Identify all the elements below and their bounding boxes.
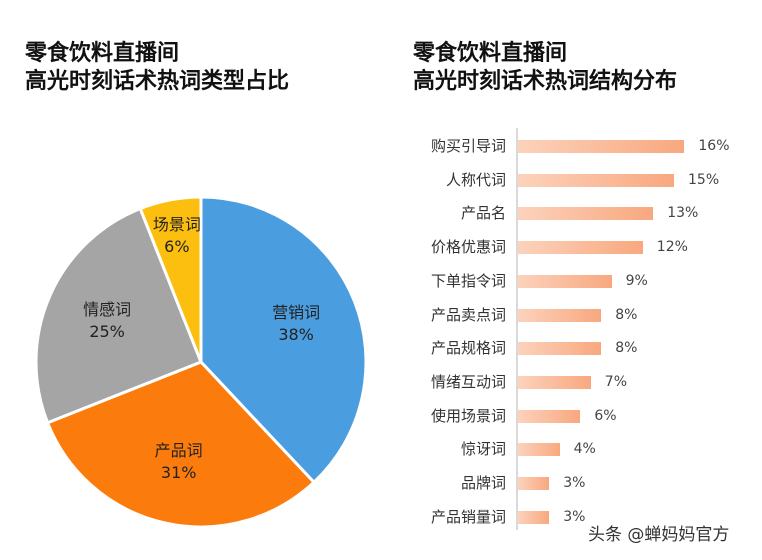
bar <box>518 173 674 187</box>
bar-value-label: 3% <box>563 475 586 491</box>
bar-chart-title: 零食饮料直播间 高光时刻话术热词结构分布 <box>413 40 677 96</box>
bar-title-line2: 高光时刻话术热词结构分布 <box>413 69 678 94</box>
bar-value-label: 3% <box>563 508 586 525</box>
bar <box>518 207 654 221</box>
bar-row: 购买引导词 16% <box>0 136 762 156</box>
pie-slice-label: 情感词 25% <box>83 299 131 343</box>
bar-category-label: 情绪互动词 <box>430 372 506 391</box>
pie-chart <box>34 195 368 529</box>
bar-title-line1: 零食饮料直播间 <box>413 41 568 66</box>
pie-title-line1: 零食饮料直播间 <box>25 41 180 66</box>
bar-row: 产品名 13% <box>0 203 762 223</box>
bar <box>518 409 581 423</box>
pie-slice-label: 产品词 31% <box>155 440 203 484</box>
pie-slice-value: 6% <box>164 236 190 256</box>
pie-slice <box>138 195 203 363</box>
bar <box>518 342 602 356</box>
bar-value-label: 9% <box>625 272 648 289</box>
bar-value-label: 4% <box>573 441 596 458</box>
bar-row: 下单指令词 9% <box>0 271 762 291</box>
bar-category-label: 价格优惠词 <box>430 238 506 257</box>
bar-row: 人称代词 15% <box>0 170 762 190</box>
bar-value-label: 12% <box>656 239 688 256</box>
pie-slice-category: 产品词 <box>154 440 203 460</box>
bar-chart-axis <box>516 128 518 530</box>
pie-slice-category: 场景词 <box>152 214 201 234</box>
bar-value-label: 15% <box>688 171 720 188</box>
bar-category-label: 产品销量词 <box>430 507 506 526</box>
bar-row: 情绪互动词 7% <box>0 372 762 392</box>
pie-slice <box>45 360 317 529</box>
bar <box>518 140 685 153</box>
bar <box>518 274 612 288</box>
pie-slice-category: 情感词 <box>83 300 132 320</box>
bar-category-label: 购买引导词 <box>430 137 506 155</box>
bar-row: 品牌词 3% <box>0 473 762 493</box>
pie-title-line2: 高光时刻话术热词类型占比 <box>25 69 290 94</box>
bar-value-label: 16% <box>698 138 730 154</box>
bar-row: 价格优惠词 12% <box>0 237 762 257</box>
bar-category-label: 产品卖点词 <box>430 305 506 324</box>
pie-slice <box>34 206 203 425</box>
bar-row: 惊讶词 4% <box>0 439 762 459</box>
pie-slice-value: 31% <box>160 462 197 482</box>
pie-slice-value: 38% <box>278 325 314 345</box>
pie-slice-value: 25% <box>89 322 125 342</box>
bar-row: 产品规格词 8% <box>0 338 762 358</box>
bar-category-label: 产品规格词 <box>430 339 506 358</box>
bar <box>518 308 602 322</box>
bar-category-label: 人称代词 <box>445 170 506 189</box>
bar-row: 产品卖点词 8% <box>0 305 762 325</box>
pie-slice-label: 场景词 6% <box>153 214 201 258</box>
bar-value-label: 8% <box>615 306 638 323</box>
bar-value-label: 7% <box>604 373 628 390</box>
pie-slice <box>199 195 368 485</box>
bar <box>518 510 550 524</box>
bar-category-label: 使用场景词 <box>430 406 506 425</box>
bar-value-label: 13% <box>667 205 699 222</box>
bar <box>518 375 591 389</box>
bar-row: 使用场景词 6% <box>0 406 762 426</box>
watermark: 头条 @蝉妈妈官方 <box>588 525 730 545</box>
bar-category-label: 下单指令词 <box>430 271 506 290</box>
bar-category-label: 产品名 <box>460 204 506 223</box>
bar-row: 产品销量词 3% <box>0 507 762 527</box>
pie-chart-title: 零食饮料直播间 高光时刻话术热词类型占比 <box>25 40 289 96</box>
bar-value-label: 8% <box>615 340 638 357</box>
bar-category-label: 品牌词 <box>460 474 506 492</box>
pie-slice-label: 营销词 38% <box>272 302 320 346</box>
bar <box>518 443 560 457</box>
pie-slice-category: 营销词 <box>272 303 321 323</box>
bar <box>518 477 550 490</box>
bar-category-label: 惊讶词 <box>460 440 506 459</box>
bar <box>518 241 643 255</box>
bar-value-label: 6% <box>594 407 617 424</box>
